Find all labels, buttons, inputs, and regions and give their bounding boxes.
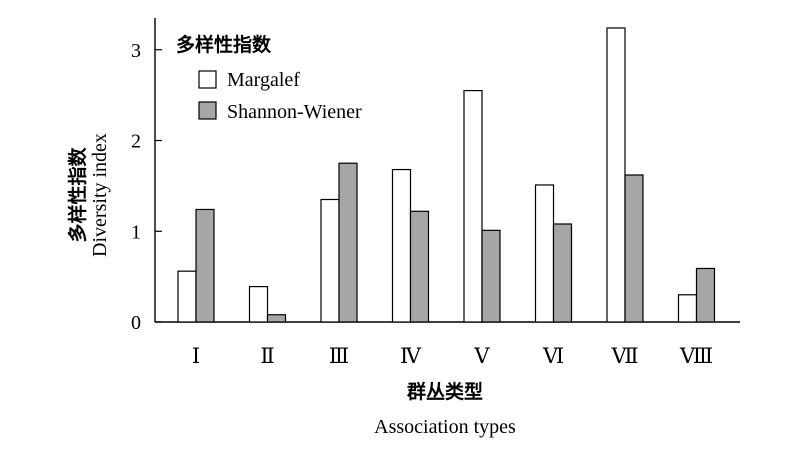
legend-label-margalef: Margalef [227, 69, 300, 91]
y-tick-label: 3 [131, 40, 141, 62]
bar-margalef-5 [463, 89, 483, 323]
legend-label-shannon-wiener: Shannon-Wiener [227, 101, 362, 123]
x-tick-label: Ⅲ [329, 344, 349, 368]
x-tick-label: Ⅴ [473, 344, 490, 368]
bar-margalef-8 [677, 294, 698, 323]
bar-shannon-wiener-7 [624, 174, 644, 323]
bar-margalef-1 [177, 270, 197, 323]
legend-swatch-margalef [198, 70, 217, 89]
y-tick-label: 1 [131, 221, 141, 243]
x-axis-title-cn: 群丛类型 [406, 380, 483, 403]
bar-shannon-wiener-4 [409, 210, 430, 323]
y-tick-labels: 0 1 2 3 [131, 40, 141, 334]
bar-shannon-wiener-6 [552, 223, 573, 323]
bar-shannon-wiener-1 [195, 208, 215, 323]
x-axis-title-en: Association types [374, 416, 516, 438]
y-axis-title: 多样性指数 Diversity index [66, 133, 111, 257]
y-axis-title-en: Diversity index [89, 133, 111, 257]
x-tick-label: Ⅰ [192, 344, 200, 368]
x-tick-labels: Ⅰ Ⅱ Ⅲ Ⅳ Ⅴ Ⅵ Ⅶ Ⅷ [192, 344, 713, 368]
y-axis-title-cn: 多样性指数 [66, 147, 89, 243]
bars [177, 27, 716, 323]
axes [154, 18, 740, 323]
bar-margalef-4 [391, 168, 412, 323]
legend-title: 多样性指数 [176, 33, 272, 56]
legend: 多样性指数 Margalef Shannon-Wiener [176, 33, 362, 123]
bar-margalef-7 [606, 27, 626, 323]
x-tick-label: Ⅶ [610, 344, 638, 368]
legend-swatch-shannon-wiener [198, 101, 217, 120]
bar-margalef-6 [534, 184, 555, 323]
bar-shannon-wiener-8 [695, 267, 716, 323]
x-tick-label: Ⅷ [679, 344, 713, 368]
bar-margalef-2 [248, 286, 269, 323]
bar-shannon-wiener-5 [481, 229, 501, 323]
x-tick-label: Ⅱ [260, 344, 274, 368]
bar-shannon-wiener-2 [266, 314, 287, 323]
x-tick-label: Ⅵ [542, 344, 564, 368]
bar-margalef-3 [320, 198, 340, 323]
y-tick-label: 2 [131, 131, 141, 153]
y-tick-label: 0 [131, 312, 141, 334]
bar-shannon-wiener-3 [338, 162, 358, 323]
x-tick-label: Ⅳ [400, 344, 422, 368]
